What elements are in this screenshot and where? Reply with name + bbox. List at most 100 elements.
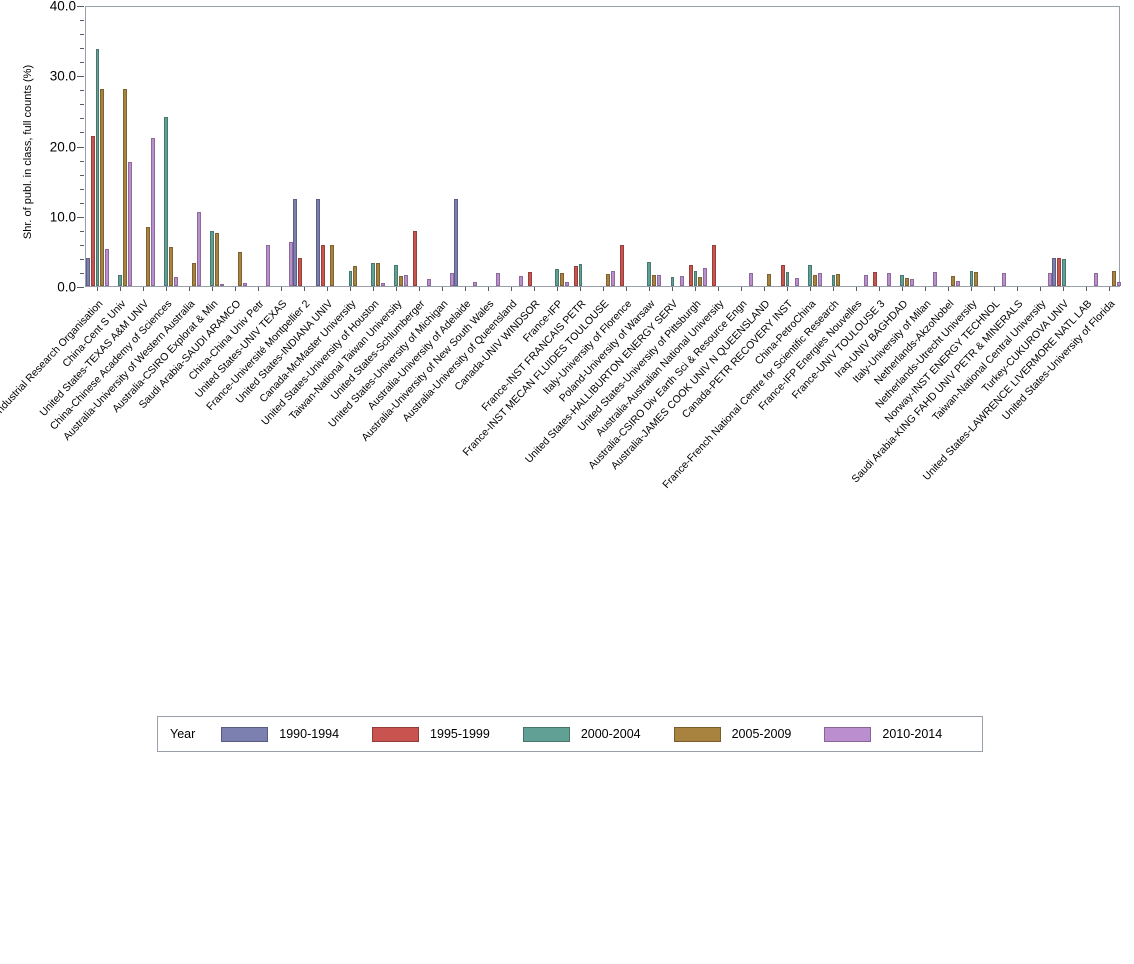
- bar: [495, 273, 500, 286]
- legend-swatch: [673, 726, 721, 742]
- bar: [242, 283, 247, 286]
- x-tick-mark: [372, 287, 374, 291]
- x-tick-mark: [970, 287, 972, 291]
- bar: [656, 274, 661, 286]
- x-tick-mark: [1085, 287, 1087, 291]
- legend-label: 2010-2014: [882, 727, 943, 741]
- x-tick-mark: [211, 287, 213, 291]
- bar: [1052, 257, 1057, 286]
- x-tick-mark: [533, 287, 535, 291]
- bar-group: [1052, 7, 1075, 286]
- bar: [238, 252, 243, 286]
- bar: [831, 274, 836, 286]
- bar: [909, 278, 914, 286]
- bar-group: [270, 7, 293, 286]
- bar: [293, 198, 298, 286]
- bar-group: [730, 7, 753, 286]
- x-tick-mark: [556, 287, 558, 291]
- legend-item[interactable]: 1995-1999: [372, 726, 490, 742]
- y-tick-mark: [77, 76, 84, 78]
- bar: [698, 276, 703, 286]
- bar: [560, 273, 565, 286]
- x-tick-mark: [142, 287, 144, 291]
- x-tick-mark: [579, 287, 581, 291]
- y-tick-minor-mark: [80, 230, 84, 232]
- bar-group: [109, 7, 132, 286]
- bar-group: [937, 7, 960, 286]
- legend-label: 1995-1999: [430, 727, 490, 741]
- x-axis-ticks: [85, 287, 1120, 292]
- x-tick-mark: [694, 287, 696, 291]
- bar: [426, 278, 431, 286]
- bar: [813, 274, 818, 286]
- legend-item[interactable]: 2010-2014: [824, 726, 943, 742]
- bar: [808, 264, 813, 286]
- bar: [886, 273, 891, 286]
- x-tick-mark: [1039, 287, 1041, 291]
- bar: [215, 233, 220, 286]
- bar: [1093, 272, 1098, 286]
- x-tick-mark: [418, 287, 420, 291]
- legend-label: 2005-2009: [731, 727, 792, 741]
- bar: [348, 270, 353, 286]
- x-tick-mark: [832, 287, 834, 291]
- bar: [412, 230, 417, 286]
- bar: [748, 272, 753, 286]
- y-tick-label: 40.0: [49, 0, 76, 14]
- legend-item[interactable]: 1990-1994: [221, 726, 340, 742]
- plot-area: [85, 6, 1121, 287]
- legend-title: Year: [170, 727, 196, 741]
- bar: [150, 138, 155, 286]
- legend-item[interactable]: 2005-2009: [673, 726, 792, 742]
- x-tick-mark: [395, 287, 397, 291]
- x-tick-mark: [326, 287, 328, 291]
- x-tick-mark: [878, 287, 880, 291]
- bar: [555, 269, 560, 286]
- x-tick-mark: [786, 287, 788, 291]
- bar: [123, 89, 128, 286]
- bar-group: [408, 7, 431, 286]
- bar-group: [638, 7, 661, 286]
- y-tick-mark: [77, 287, 84, 288]
- bar: [670, 276, 675, 286]
- bar-group: [523, 7, 546, 286]
- bar-group: [178, 7, 201, 286]
- bar: [863, 275, 868, 286]
- bar: [219, 284, 224, 286]
- y-tick-label: 0.0: [57, 279, 76, 295]
- bar: [454, 198, 459, 286]
- x-tick-mark: [510, 287, 512, 291]
- bar-group: [201, 7, 224, 286]
- bar: [1061, 258, 1066, 286]
- bar-group: [799, 7, 822, 286]
- bar: [449, 272, 454, 286]
- x-tick-mark: [257, 287, 259, 291]
- legend-label: 2000-2004: [580, 727, 641, 741]
- bar: [371, 262, 376, 286]
- bar-group: [776, 7, 799, 286]
- bar: [794, 278, 799, 286]
- bar-group: [1075, 7, 1098, 286]
- x-tick-mark: [901, 287, 903, 291]
- bar: [100, 89, 105, 286]
- bar-group: [1006, 7, 1029, 286]
- y-tick-minor-mark: [80, 118, 84, 120]
- legend-item[interactable]: 2000-2004: [522, 726, 641, 742]
- bar: [578, 263, 583, 286]
- y-tick-minor-mark: [80, 202, 84, 204]
- bar-group: [247, 7, 270, 286]
- bar-layer: [86, 7, 1121, 286]
- x-tick-mark: [625, 287, 627, 291]
- y-tick-minor-mark: [80, 258, 84, 260]
- legend-label: 1990-1994: [279, 727, 340, 741]
- x-tick-mark: [924, 287, 926, 291]
- x-tick-mark: [717, 287, 719, 291]
- bar-group: [592, 7, 615, 286]
- x-tick-mark: [349, 287, 351, 291]
- bar: [652, 274, 657, 286]
- y-tick-minor-mark: [80, 272, 84, 274]
- bar: [688, 264, 693, 286]
- bar: [767, 274, 772, 286]
- bar-group: [293, 7, 316, 286]
- bar-group: [362, 7, 385, 286]
